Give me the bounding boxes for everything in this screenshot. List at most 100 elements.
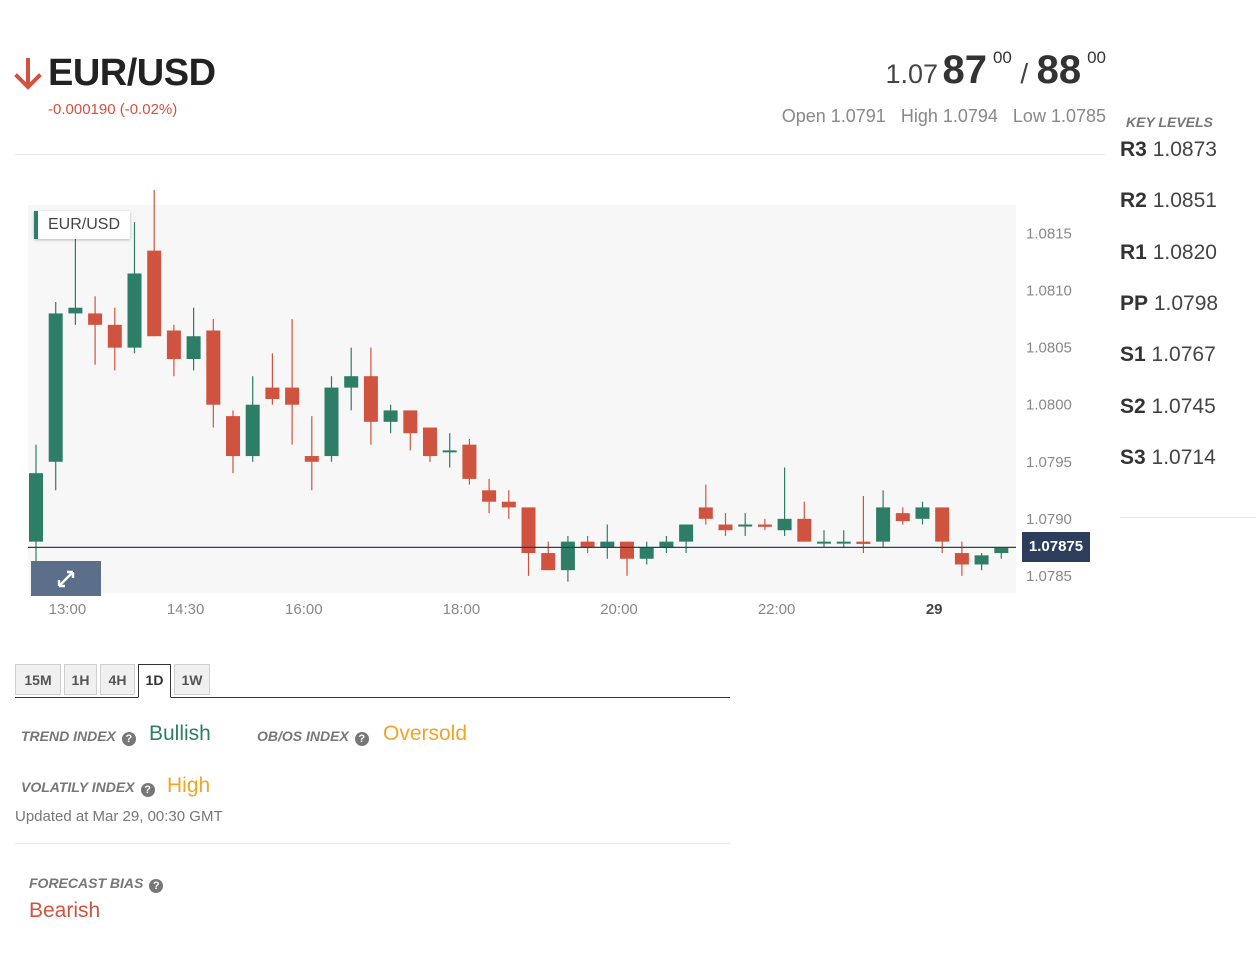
- arrow-down-icon: [14, 58, 42, 90]
- key-level-name: S2: [1120, 395, 1146, 418]
- obos-index-text: OB/OS INDEX: [257, 728, 349, 744]
- candle-body: [797, 518, 812, 542]
- candle-body: [88, 313, 103, 325]
- x-tick-label: 20:00: [600, 601, 638, 618]
- candle: [974, 553, 989, 571]
- candle-body: [344, 376, 359, 388]
- tab-4h[interactable]: 4H: [100, 664, 135, 695]
- candle: [147, 190, 162, 337]
- open-value: Open 1.0791: [781, 106, 886, 126]
- tab-1w[interactable]: 1W: [174, 664, 210, 695]
- bid-prefix: 1.07: [885, 59, 939, 89]
- key-level-value: 1.0820: [1152, 241, 1217, 264]
- candle: [876, 490, 891, 548]
- candle-body: [560, 541, 575, 571]
- candle: [304, 416, 319, 491]
- candle: [659, 535, 674, 554]
- key-level-value: 1.0798: [1153, 292, 1219, 315]
- bid-main: 87: [942, 48, 987, 92]
- candle-body: [698, 507, 713, 519]
- candle: [186, 307, 201, 371]
- candle: [994, 547, 1009, 559]
- key-level-s1: S1 1.0767: [1120, 343, 1216, 367]
- candle: [817, 530, 831, 548]
- candle: [600, 524, 615, 559]
- tab-15m[interactable]: 15M: [15, 664, 61, 695]
- key-level-name: PP: [1120, 292, 1149, 315]
- price-chart[interactable]: 1.0815 1.0810 1.0805 1.0800 1.0795 1.0790 1.07…: [0, 190, 1100, 630]
- bid-pip: 00: [992, 48, 1012, 67]
- tab-1h[interactable]: 1H: [64, 664, 97, 695]
- candle: [127, 222, 142, 354]
- candle: [541, 541, 556, 571]
- timeframe-tabs: 15M 1H 4H 1D 1W: [15, 664, 730, 698]
- key-level-value: 1.0851: [1152, 189, 1217, 212]
- candle: [423, 427, 437, 462]
- x-tick-label: 29: [926, 601, 943, 618]
- candle: [639, 541, 654, 565]
- candle-body: [935, 507, 950, 542]
- candle: [738, 513, 753, 536]
- candle-body: [521, 507, 536, 554]
- ask-main: 88: [1036, 48, 1082, 92]
- help-icon[interactable]: ?: [121, 732, 136, 746]
- candle-body: [876, 507, 891, 542]
- key-level-name: S1: [1120, 343, 1146, 366]
- ask-pip: 00: [1087, 48, 1106, 67]
- candle-body: [48, 313, 63, 462]
- candle-body: [639, 547, 654, 559]
- candle-body: [147, 250, 162, 337]
- quote-separator: /: [1020, 58, 1029, 89]
- candle-body: [423, 427, 437, 457]
- candle: [895, 507, 910, 525]
- candle: [560, 535, 575, 582]
- help-icon[interactable]: ?: [354, 732, 369, 746]
- candle-body: [383, 410, 398, 422]
- y-tick-label: 1.0810: [1026, 283, 1072, 300]
- candle: [383, 404, 398, 434]
- candle: [363, 347, 378, 445]
- candle: [501, 490, 516, 519]
- key-level-s2: S2 1.0745: [1120, 395, 1216, 419]
- key-level-name: R3: [1120, 138, 1147, 161]
- header-divider: [15, 154, 1105, 155]
- candle-body: [226, 416, 240, 457]
- candle-body: [29, 473, 43, 542]
- help-icon[interactable]: ?: [149, 879, 164, 893]
- x-axis-labels: 13:00 14:30 16:00 18:00 20:00 22:00 29: [49, 601, 943, 618]
- candle: [206, 319, 221, 428]
- updated-timestamp: Updated at Mar 29, 00:30 GMT: [15, 808, 223, 825]
- candle-body: [265, 387, 280, 399]
- candle: [245, 376, 260, 462]
- key-level-value: 1.0873: [1152, 138, 1217, 161]
- candle: [462, 438, 477, 485]
- y-axis-labels: 1.0815 1.0810 1.0805 1.0800 1.0795 1.0790 1.07…: [1026, 226, 1072, 585]
- key-level-r1: R1 1.0820: [1120, 241, 1217, 265]
- key-level-value: 1.0745: [1151, 395, 1216, 418]
- candle: [521, 507, 536, 576]
- bid-ask-quote: 1.07 87 00 / 88 00: [885, 48, 1106, 93]
- obos-index-label: OB/OS INDEX?: [257, 728, 369, 746]
- candle-body: [659, 541, 674, 548]
- candle-body: [856, 541, 871, 544]
- candle-body: [245, 404, 260, 457]
- key-level-name: R1: [1120, 241, 1147, 264]
- candle: [285, 319, 300, 445]
- candle: [580, 535, 595, 554]
- candle-body: [541, 553, 556, 571]
- key-levels-divider: [1120, 517, 1256, 518]
- candle-body: [206, 330, 221, 405]
- candle: [107, 307, 122, 371]
- tab-1d[interactable]: 1D: [138, 664, 171, 698]
- ohl-summary: Open 1.0791 High 1.0794 Low 1.0785: [772, 106, 1106, 127]
- chart-legend: EUR/USD: [34, 211, 131, 239]
- y-tick-label: 1.0815: [1026, 226, 1072, 243]
- key-level-value: 1.0767: [1151, 343, 1216, 366]
- x-tick-label: 18:00: [443, 601, 481, 618]
- indices-divider: [15, 843, 730, 844]
- candle: [226, 410, 240, 474]
- help-icon[interactable]: ?: [140, 783, 155, 797]
- expand-chart-button[interactable]: [31, 561, 101, 596]
- candle-body: [285, 387, 300, 405]
- candle-body: [994, 547, 1009, 554]
